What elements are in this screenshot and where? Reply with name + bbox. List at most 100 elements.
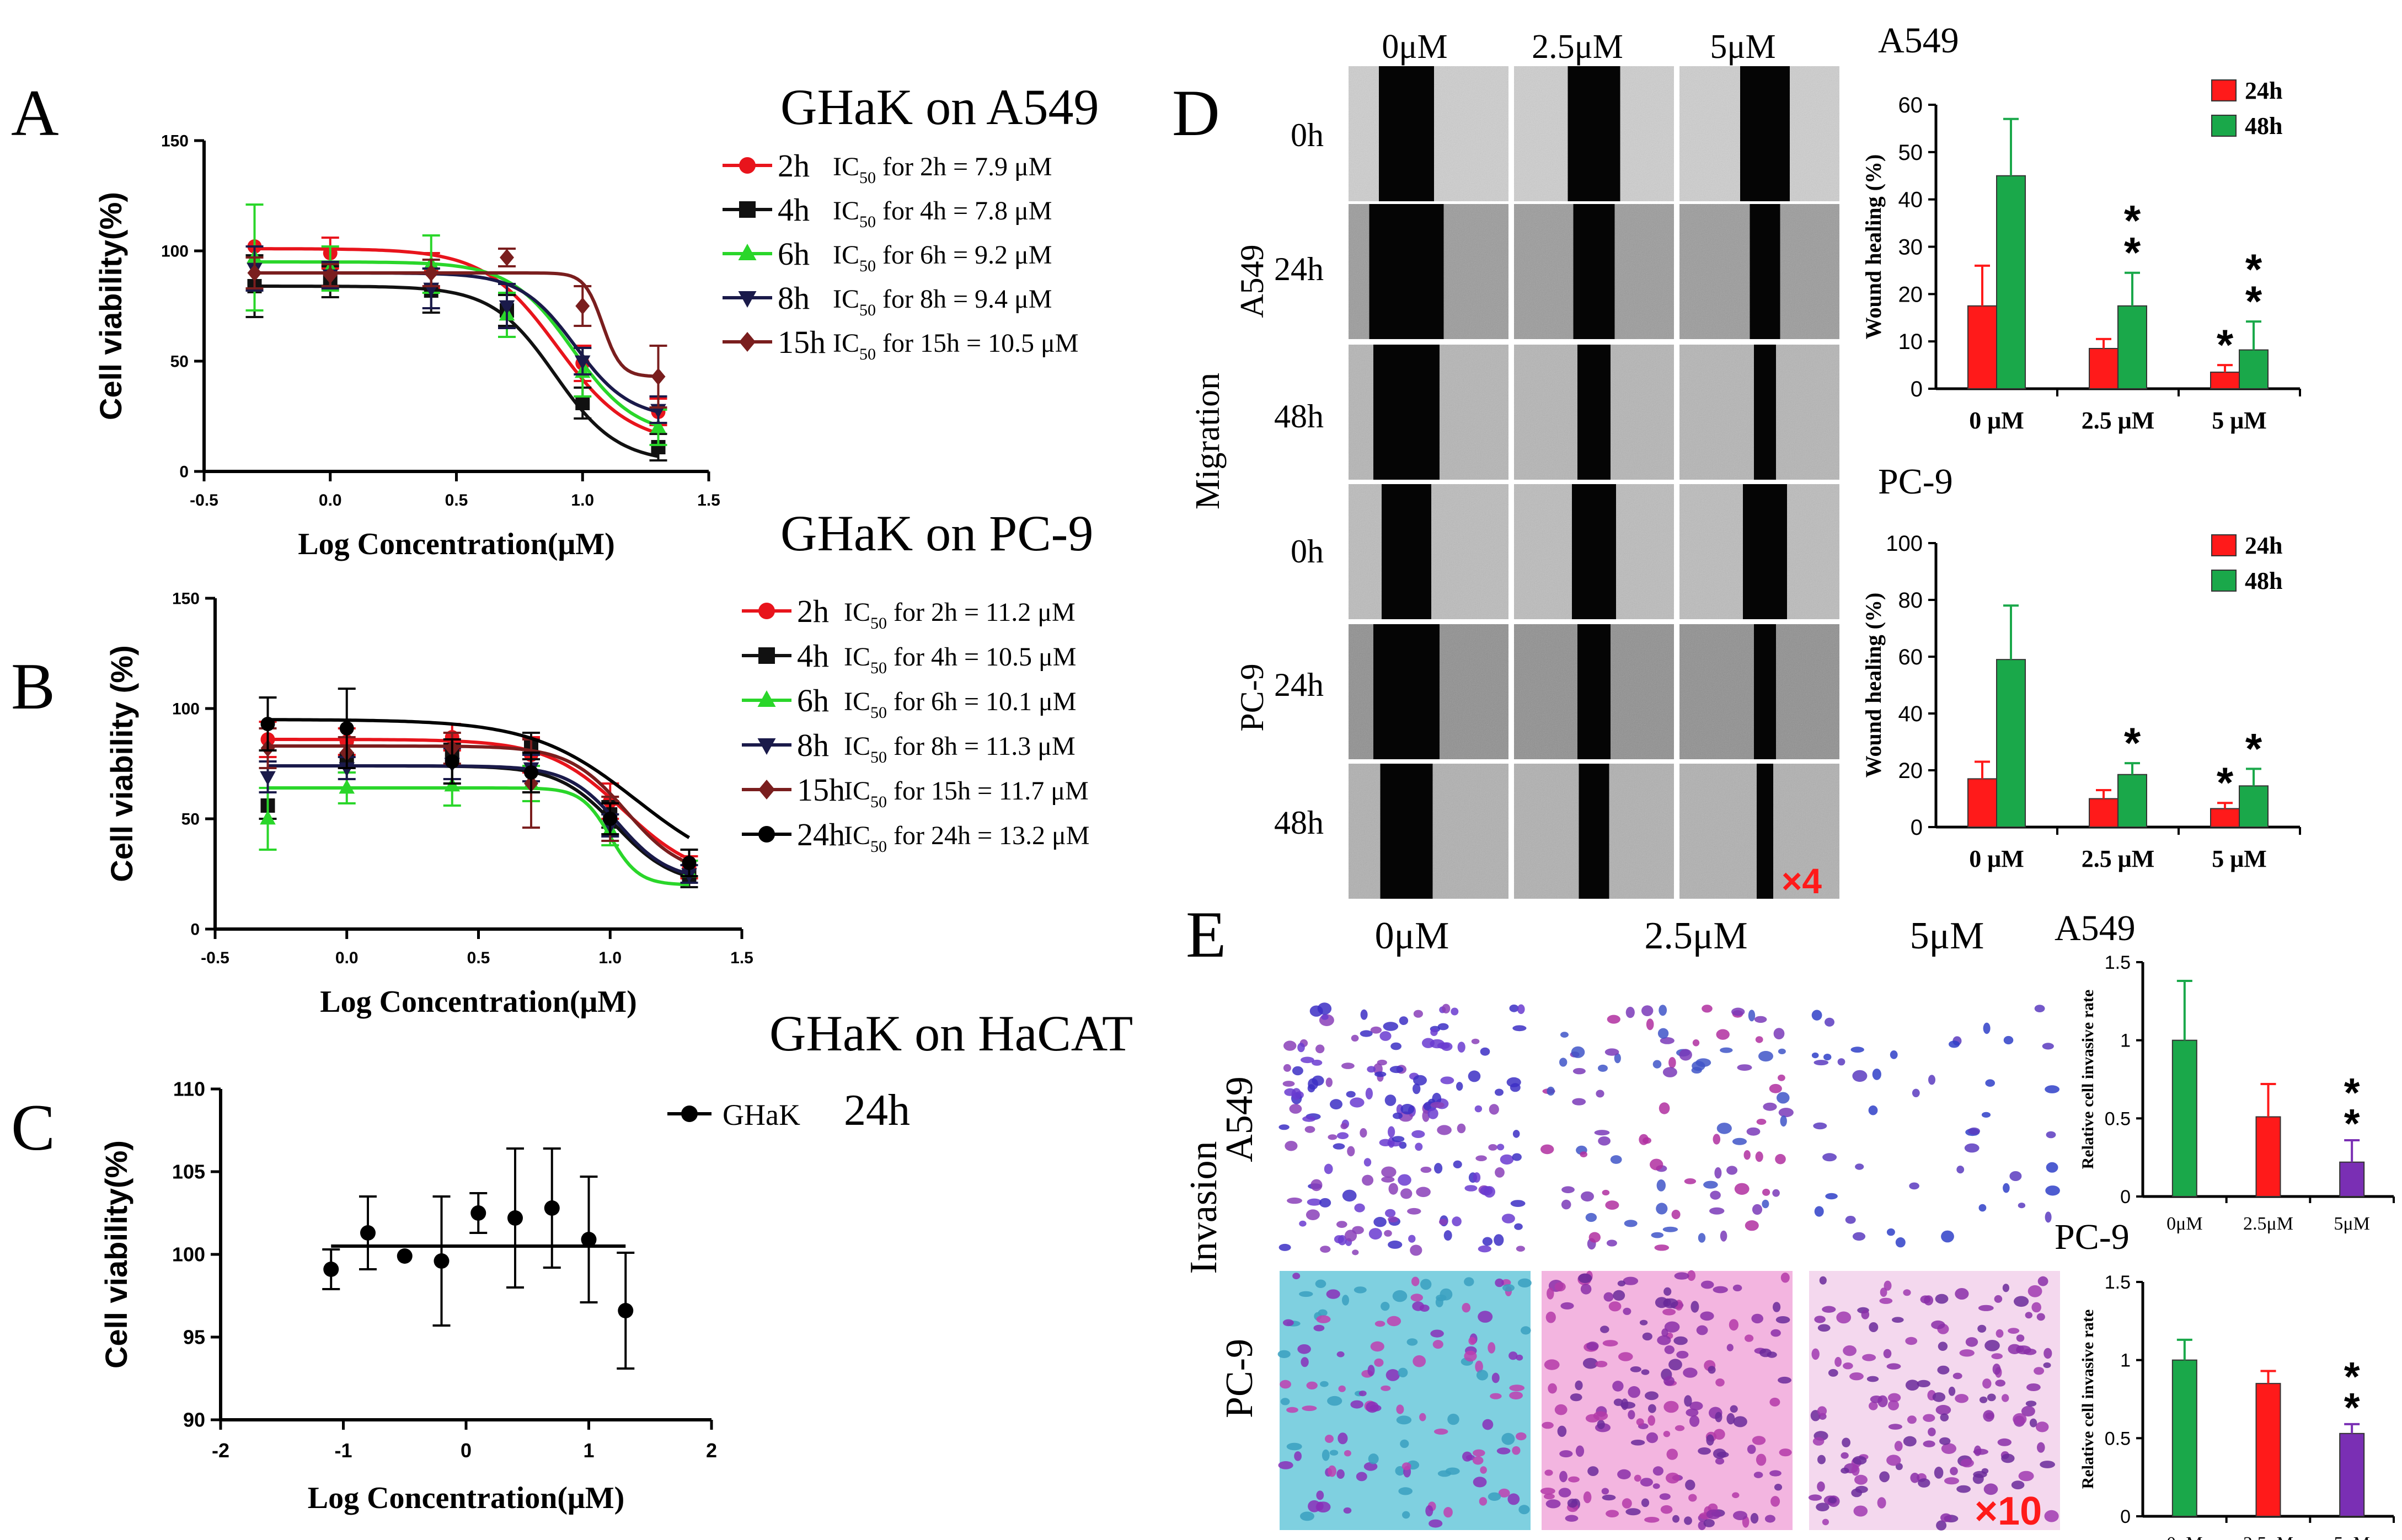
- cell: [1471, 1038, 1480, 1044]
- cell: [1698, 1447, 1711, 1455]
- legend-ic50: IC50 for 6h = 10.1 μM: [844, 687, 1076, 722]
- cell: [1580, 1284, 1592, 1295]
- y-tick-label: 60: [1898, 645, 1923, 669]
- cell: [1336, 1469, 1345, 1479]
- cell: [1280, 1380, 1292, 1389]
- cell: [1663, 1376, 1675, 1386]
- migration-label: Migration: [1189, 373, 1227, 509]
- cell: [1928, 1428, 1936, 1436]
- cell: [1641, 1369, 1650, 1375]
- ic50-value: for 4h = 7.8 μM: [876, 196, 1052, 226]
- x-tick-label: 0μM: [2166, 1533, 2202, 1540]
- cell: [1408, 1235, 1416, 1243]
- cell: [1415, 1142, 1423, 1151]
- cell: [1822, 1153, 1837, 1162]
- cell: [1769, 1083, 1782, 1093]
- cell: [1995, 1380, 2005, 1387]
- cell: [1662, 1226, 1678, 1232]
- migration-tile: [1514, 66, 1674, 201]
- cell: [1500, 1154, 1514, 1165]
- y-tick-label: 1: [2120, 1031, 2131, 1051]
- cell: [2046, 1162, 2058, 1173]
- cell: [1854, 1474, 1868, 1485]
- cell: [1684, 1178, 1697, 1184]
- cell: [1684, 1516, 1692, 1525]
- data-point-8h: [260, 771, 276, 786]
- cell: [1473, 1449, 1485, 1457]
- cell: [1849, 1372, 1864, 1381]
- legend-name: 24h: [797, 817, 845, 852]
- y-tick-label: 0: [1911, 815, 1923, 840]
- cell: [1358, 1391, 1367, 1397]
- cell: [1604, 1048, 1619, 1056]
- cell: [1370, 1026, 1382, 1034]
- cell: [1518, 1505, 1530, 1515]
- cell: [1872, 1069, 1881, 1080]
- cell: [1388, 1216, 1398, 1223]
- cell: [1890, 1050, 1898, 1059]
- y-tick-label: 105: [172, 1161, 205, 1183]
- migration-row-24h-pc9: 24h: [1274, 667, 1324, 703]
- y-tick-label: 1: [2120, 1350, 2131, 1371]
- data-point-24h: [260, 717, 275, 731]
- cell: [1381, 1166, 1397, 1178]
- series-6h: [259, 765, 698, 887]
- cell: [1451, 1007, 1459, 1016]
- data-point-8h: [499, 300, 515, 315]
- cell: [2042, 1043, 2054, 1050]
- cell: [1816, 1503, 1829, 1511]
- invasion-tiles: [1277, 1002, 2060, 1531]
- legend-name: 2h: [797, 593, 829, 629]
- legend-label-24h: 24h: [2245, 532, 2282, 559]
- invasion-label: Invasion: [1183, 1141, 1225, 1274]
- cell: [1581, 1191, 1594, 1202]
- cell: [1775, 1316, 1790, 1324]
- cell: [1923, 1414, 1935, 1422]
- cell: [1603, 1292, 1614, 1302]
- cell: [1745, 1334, 1754, 1342]
- cell: [1554, 1282, 1566, 1292]
- cell: [1732, 1137, 1747, 1145]
- wound-gap: [1754, 624, 1776, 759]
- cell: [1379, 1031, 1392, 1041]
- data-point-8h: [339, 762, 355, 777]
- cell: [2045, 1211, 2052, 1223]
- y-axis-label: Relative cell invasive rate: [2079, 990, 2097, 1169]
- data-point-6h: [339, 779, 355, 794]
- cell: [1715, 1412, 1722, 1423]
- cell: [1302, 1405, 1317, 1412]
- cell: [1498, 1488, 1510, 1498]
- cell: [1338, 1385, 1346, 1392]
- cell: [1360, 1009, 1368, 1020]
- cell: [1447, 1413, 1459, 1425]
- cell: [1312, 1075, 1324, 1086]
- y-tick-label: 0.5: [2105, 1108, 2131, 1129]
- cell: [1756, 1119, 1767, 1125]
- cell: [1540, 1144, 1554, 1155]
- cell: [1852, 1232, 1866, 1241]
- cell: [1778, 1048, 1786, 1054]
- cell: [1937, 1365, 1950, 1375]
- cell: [1779, 1448, 1792, 1457]
- cell: [1542, 1421, 1554, 1429]
- cell: [1965, 1337, 1978, 1347]
- migration-tile: [1349, 624, 1508, 759]
- cell: [1299, 1220, 1307, 1227]
- cell: [1320, 1246, 1331, 1253]
- legend-ic50: IC50 for 4h = 7.8 μM: [833, 196, 1052, 231]
- legend-marker: [757, 690, 776, 707]
- cell: [1994, 1295, 2003, 1303]
- data-point-24h: [339, 721, 354, 736]
- cell: [1568, 1476, 1580, 1483]
- cell: [2002, 1284, 2009, 1292]
- y-tick-label: 1.5: [2105, 952, 2131, 973]
- cell: [1778, 1074, 1785, 1081]
- cell: [1698, 1233, 1706, 1243]
- cell: [1650, 1158, 1663, 1171]
- cell: [1326, 1289, 1340, 1299]
- legend-label-48h: 48h: [2245, 567, 2282, 594]
- cell: [1598, 1064, 1608, 1072]
- cell: [1777, 1092, 1790, 1104]
- bar-group: [1967, 117, 2026, 390]
